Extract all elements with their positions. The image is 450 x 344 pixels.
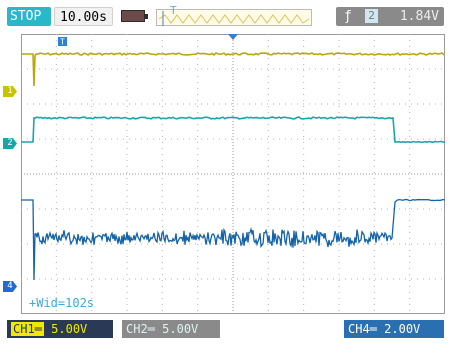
status-bar: STOP 10.00s T ƒ 2 1.84V bbox=[0, 0, 450, 30]
trigger-center-triangle-icon bbox=[228, 34, 238, 40]
ch1-scale-readout[interactable]: CH1═ 5.00V bbox=[7, 320, 113, 338]
run-stop-status[interactable]: STOP bbox=[7, 7, 51, 26]
ch4-label: CH4═ bbox=[348, 322, 377, 336]
ch4-volts: 2.00V bbox=[384, 322, 421, 336]
ch2-volts: 5.00V bbox=[162, 322, 199, 336]
waveform-plot: T bbox=[21, 34, 445, 314]
trigger-source-badge: 2 bbox=[365, 9, 378, 23]
ch2-trace bbox=[21, 116, 445, 144]
ch2-scale-readout[interactable]: CH2═ 5.00V bbox=[122, 320, 220, 338]
trigger-level: 1.84V bbox=[399, 9, 439, 24]
pulse-width-measurement: +Wid=102s bbox=[29, 296, 95, 310]
trigger-position-label: T bbox=[60, 38, 65, 47]
trigger-t-icon: T bbox=[170, 4, 177, 17]
battery-icon bbox=[121, 10, 148, 22]
timebase-readout[interactable]: 10.00s bbox=[54, 7, 113, 26]
ch1-volts: 5.00V bbox=[51, 322, 88, 336]
ch1-trace bbox=[21, 52, 445, 87]
ch2-label: CH2═ bbox=[126, 322, 155, 336]
ch2-ground-marker[interactable]: 2 bbox=[3, 138, 17, 149]
ch4-scale-readout[interactable]: CH4═ 2.00V bbox=[344, 320, 444, 338]
ch4-trace bbox=[21, 198, 445, 281]
memory-position-bar[interactable] bbox=[156, 9, 312, 26]
waveform-display[interactable]: T bbox=[21, 34, 445, 314]
trigger-position-marker bbox=[58, 37, 67, 46]
ch1-ground-marker[interactable]: 1 bbox=[3, 86, 17, 97]
trigger-readout[interactable]: ƒ 2 1.84V bbox=[336, 7, 444, 26]
memory-waveform-icon bbox=[158, 11, 310, 26]
ch4-ground-marker[interactable]: 4 bbox=[3, 281, 17, 292]
ch1-label: CH1═ bbox=[11, 322, 44, 336]
rising-edge-icon: ƒ bbox=[344, 9, 352, 24]
